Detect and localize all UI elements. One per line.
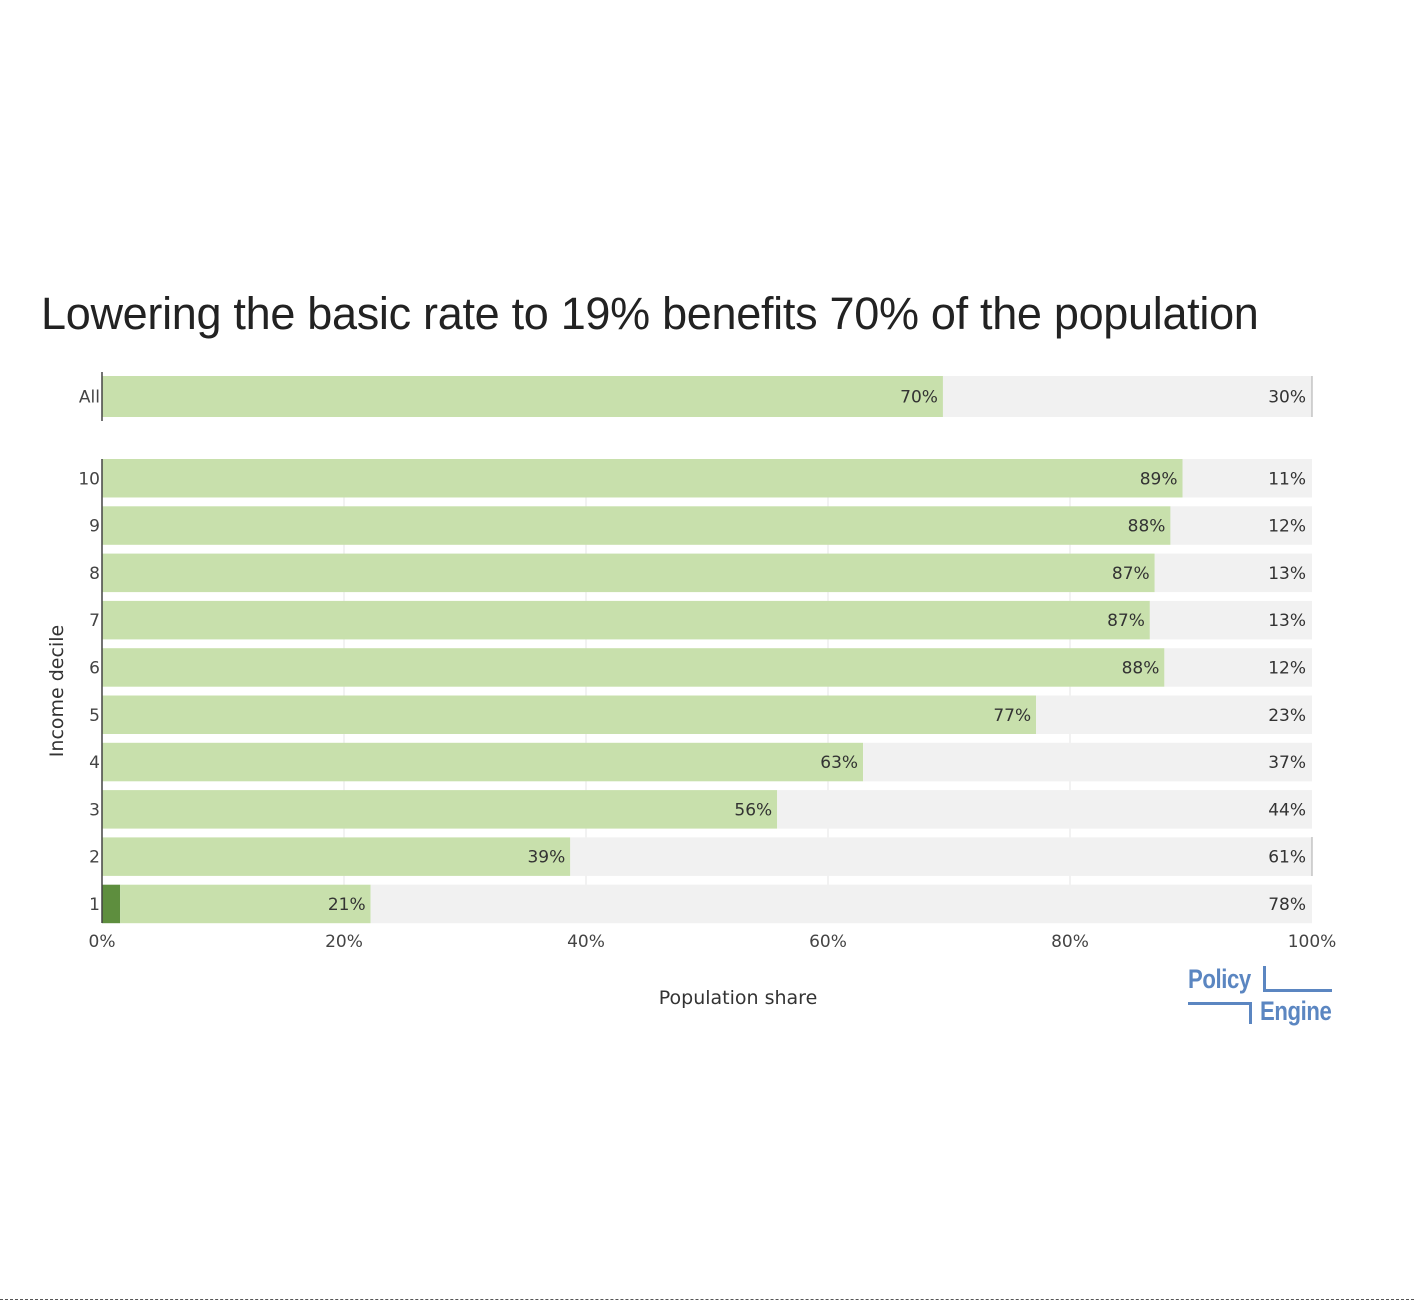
bar — [102, 695, 1037, 734]
x-tick-label: 40% — [567, 932, 605, 952]
bar — [102, 376, 943, 417]
category-label: 3 — [89, 800, 100, 820]
bar-value-label: 63% — [820, 753, 858, 773]
logo-line — [1263, 989, 1332, 992]
bar-value-label: 89% — [1140, 469, 1178, 489]
bar-value-label: 56% — [734, 800, 772, 820]
bar-value-label: 78% — [1268, 895, 1306, 915]
bar-value-label: 37% — [1268, 753, 1306, 773]
bar — [102, 459, 1183, 498]
category-label: 8 — [89, 564, 100, 584]
bar-value-label: 70% — [900, 388, 938, 408]
bar — [1154, 553, 1312, 593]
category-label: 6 — [89, 658, 100, 678]
bar — [370, 884, 1312, 924]
category-label: 10 — [78, 469, 100, 489]
bar — [863, 742, 1312, 782]
bar — [1149, 600, 1312, 640]
x-axis-title: Population share — [659, 987, 818, 1009]
bars — [102, 376, 1312, 924]
category-label: 4 — [89, 753, 100, 773]
bar-value-label: 30% — [1268, 388, 1306, 408]
category-label: 1 — [89, 895, 100, 915]
bar-value-label: 12% — [1268, 517, 1306, 537]
category-label: 2 — [89, 848, 100, 868]
bar-value-label: 87% — [1107, 611, 1145, 631]
bar-value-label: 11% — [1268, 469, 1306, 489]
x-tick-label: 20% — [325, 932, 363, 952]
axes — [101, 372, 1313, 923]
category-label: 7 — [89, 611, 100, 631]
bar — [102, 506, 1171, 545]
x-tick-label: 60% — [809, 932, 847, 952]
chart-title: Lowering the basic rate to 19% benefits … — [41, 288, 1259, 339]
category-label: 5 — [89, 706, 100, 726]
y-axis-title: Income decile — [46, 625, 68, 757]
bar — [1170, 506, 1312, 545]
bar-value-label: 44% — [1268, 800, 1306, 820]
x-tick-label: 0% — [89, 932, 116, 952]
category-label: All — [79, 388, 100, 408]
bar-value-label: 88% — [1128, 517, 1166, 537]
bar — [102, 600, 1150, 640]
bar-value-label: 21% — [328, 895, 366, 915]
bar — [102, 553, 1155, 593]
bar-value-label: 77% — [993, 706, 1031, 726]
bar — [102, 884, 121, 924]
bar — [942, 376, 1312, 417]
bar-value-label: 61% — [1268, 848, 1306, 868]
bar — [1036, 695, 1312, 734]
bar-value-label: 13% — [1268, 564, 1306, 584]
bar-value-label: 23% — [1268, 706, 1306, 726]
bar-value-label: 12% — [1268, 658, 1306, 678]
x-tick-label: 80% — [1051, 932, 1089, 952]
x-tick-label: 100% — [1288, 932, 1337, 952]
bar — [570, 837, 1312, 876]
bar-value-label: 39% — [527, 848, 565, 868]
bar — [102, 648, 1165, 687]
bar-value-label: 13% — [1268, 611, 1306, 631]
bar-value-label: 88% — [1122, 658, 1160, 678]
bar — [1182, 459, 1312, 498]
bar — [102, 742, 864, 782]
bar-value-label: 87% — [1112, 564, 1150, 584]
bar — [1164, 648, 1312, 687]
logo-word-policy: Policy — [1188, 964, 1251, 994]
bar — [102, 837, 571, 876]
bar — [120, 884, 371, 924]
policyengine-logo[interactable]: Policy Engine — [1186, 966, 1336, 1032]
bar — [777, 790, 1312, 829]
logo-line — [1188, 1002, 1252, 1005]
logo-line — [1249, 1002, 1252, 1024]
logo-word-engine: Engine — [1260, 996, 1332, 1026]
bottom-dashed-rule — [0, 1299, 1414, 1300]
category-label: 9 — [89, 517, 100, 537]
logo-line — [1263, 966, 1266, 992]
bar — [102, 790, 778, 829]
